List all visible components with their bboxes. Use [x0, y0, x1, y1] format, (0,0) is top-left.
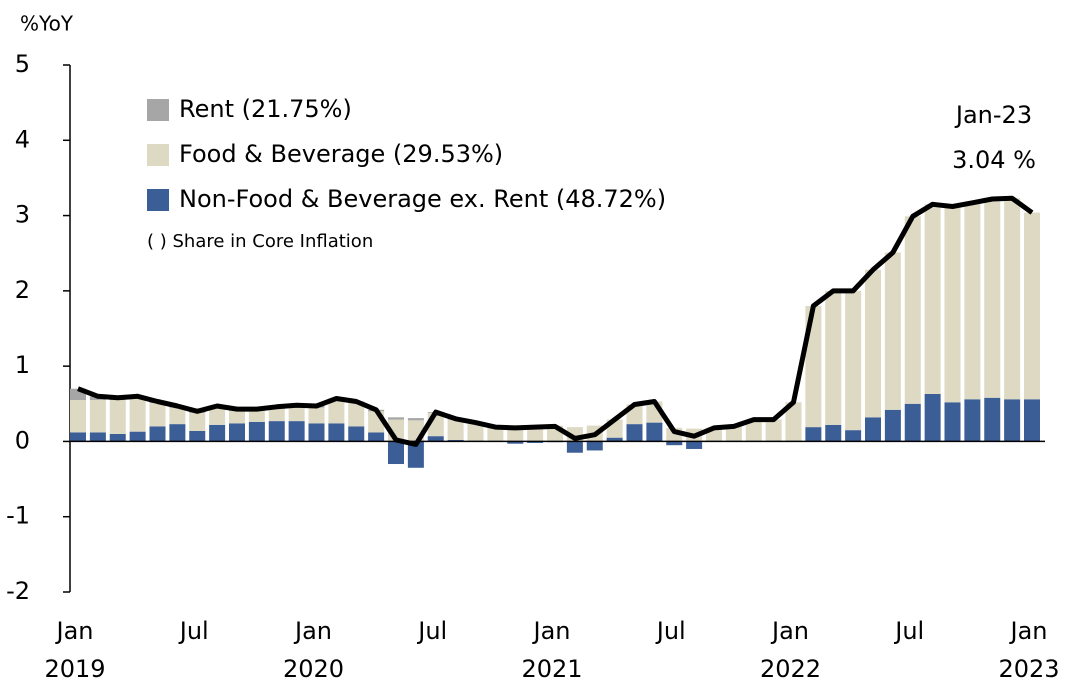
- x-tick-label: Jul: [178, 617, 209, 645]
- bar-segment: [448, 420, 464, 440]
- y-axis-label: %YoY: [20, 12, 74, 36]
- x-tick-label: Jan: [770, 617, 809, 645]
- bar-segment: [1004, 399, 1020, 441]
- bar-segment: [925, 204, 941, 394]
- legend-swatch: [147, 189, 169, 211]
- bar-segment: [845, 430, 861, 441]
- bar-segment: [209, 408, 225, 425]
- bar-segment: [686, 441, 702, 449]
- bar-segment: [428, 436, 444, 441]
- annotation-value: 3.04 %: [952, 146, 1036, 174]
- bar-segment: [269, 408, 285, 421]
- bar-segment: [1024, 213, 1040, 400]
- bar-segment: [984, 398, 1000, 442]
- bar-segment: [865, 270, 881, 418]
- bar-segment: [567, 441, 583, 452]
- bar-segment: [328, 400, 344, 423]
- x-year-label: 2019: [44, 655, 105, 683]
- y-tick-label: 4: [15, 125, 30, 153]
- y-tick-label: 0: [15, 426, 30, 454]
- bar-segment: [885, 410, 901, 442]
- bar-segment: [150, 426, 166, 441]
- bar-segment: [587, 441, 603, 450]
- x-year-label: 2023: [998, 655, 1059, 683]
- bar-segment: [905, 404, 921, 442]
- x-tick-label: Jan: [55, 617, 94, 645]
- bar-segment: [408, 418, 424, 420]
- y-tick-label: -1: [6, 502, 30, 530]
- bar-segment: [945, 402, 961, 441]
- legend-label: Food & Beverage (29.53%): [179, 140, 503, 168]
- bar-segment: [964, 203, 980, 399]
- bar-segment: [289, 407, 305, 421]
- y-tick-label: 5: [15, 50, 30, 78]
- legend-label: Non-Food & Beverage ex. Rent (48.72%): [179, 185, 666, 213]
- bar-segment: [388, 417, 404, 419]
- bar-segment: [388, 441, 404, 464]
- bar-segment: [90, 432, 106, 441]
- x-tick-label: Jul: [416, 617, 447, 645]
- bar-segment: [984, 199, 1000, 398]
- bar-segment: [328, 423, 344, 441]
- y-tick-label: -2: [6, 577, 30, 605]
- bar-segment: [865, 417, 881, 441]
- bar-segment: [110, 434, 126, 442]
- y-tick-label: 2: [15, 276, 30, 304]
- x-tick-label: Jan: [532, 617, 571, 645]
- bar-segment: [229, 423, 245, 441]
- y-tick-label: 1: [15, 351, 30, 379]
- bar-segment: [309, 423, 325, 441]
- bar-segment: [368, 432, 384, 441]
- bar-segment: [189, 431, 205, 442]
- x-tick-label: Jul: [655, 617, 686, 645]
- bar-segment: [825, 291, 841, 425]
- legend-swatch: [147, 99, 169, 121]
- legend-swatch: [147, 144, 169, 166]
- bar-segment: [825, 425, 841, 442]
- bar-segment: [189, 413, 205, 431]
- bar-segment: [229, 411, 245, 424]
- bar-segment: [209, 425, 225, 442]
- bar-segment: [885, 252, 901, 409]
- bar-segment: [845, 291, 861, 430]
- bar-segment: [1024, 399, 1040, 441]
- bar-segment: [905, 216, 921, 403]
- legend-note: ( ) Share in Core Inflation: [147, 231, 373, 252]
- bar-segment: [249, 411, 265, 422]
- bar-segment: [90, 400, 106, 432]
- x-tick-label: Jul: [893, 617, 924, 645]
- bar-segment: [805, 427, 821, 441]
- legend-label: Rent (21.75%): [179, 95, 352, 123]
- bar-segment: [169, 424, 185, 441]
- bar-segment: [646, 423, 662, 442]
- bar-segment: [70, 400, 86, 432]
- x-year-label: 2020: [283, 655, 344, 683]
- bar-segment: [766, 420, 782, 441]
- bar-segment: [130, 432, 146, 442]
- bar-segment: [70, 432, 86, 441]
- x-year-label: 2022: [760, 655, 821, 683]
- bar-segment: [130, 399, 146, 432]
- bar-segment: [964, 399, 980, 441]
- x-tick-label: Jan: [293, 617, 332, 645]
- bar-segment: [110, 400, 126, 434]
- annotation-label: Jan-23: [954, 101, 1032, 129]
- bar-segment: [150, 403, 166, 426]
- x-year-label: 2021: [521, 655, 582, 683]
- bar-segment: [348, 426, 364, 441]
- bar-segment: [289, 421, 305, 441]
- y-tick-label: 3: [15, 201, 30, 229]
- bar-segment: [249, 422, 265, 442]
- bar-segment: [1004, 198, 1020, 399]
- bar-segment: [269, 421, 285, 441]
- page: %YoY Jan-23 3.04 % ( ) Share in Core Inf…: [0, 0, 1067, 683]
- bar-segment: [945, 207, 961, 403]
- bar-segment: [309, 408, 325, 424]
- bar-segment: [627, 424, 643, 441]
- x-tick-label: Jan: [1009, 617, 1048, 645]
- chart: %YoY Jan-23 3.04 % ( ) Share in Core Inf…: [0, 0, 1067, 683]
- bar-segment: [925, 394, 941, 441]
